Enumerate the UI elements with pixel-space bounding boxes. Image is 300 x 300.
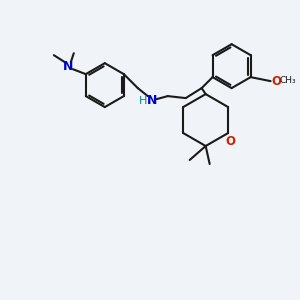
Text: H: H <box>139 96 147 106</box>
Text: O: O <box>225 135 235 148</box>
Text: N: N <box>63 60 73 73</box>
Text: N: N <box>147 94 157 106</box>
Text: CH₃: CH₃ <box>280 76 296 85</box>
Text: O: O <box>272 75 282 88</box>
